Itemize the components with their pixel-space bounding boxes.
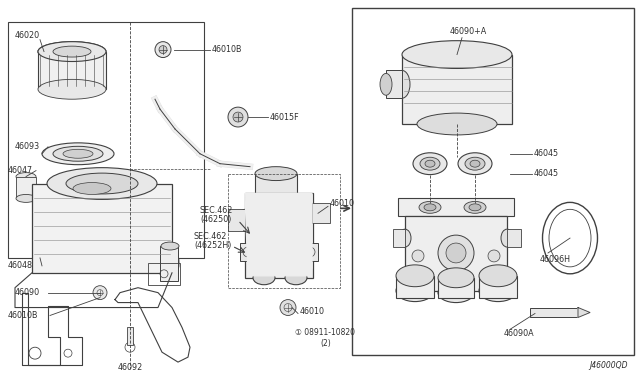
- Text: 46048: 46048: [8, 262, 33, 270]
- Text: ① 08911-10820: ① 08911-10820: [295, 328, 355, 337]
- Text: (2): (2): [320, 339, 331, 348]
- Bar: [8, 22, 204, 258]
- Circle shape: [412, 250, 424, 262]
- Text: 46010: 46010: [300, 307, 325, 316]
- Ellipse shape: [239, 209, 251, 231]
- Ellipse shape: [479, 280, 517, 302]
- Text: 46090A: 46090A: [504, 329, 534, 338]
- Ellipse shape: [438, 268, 474, 288]
- Ellipse shape: [38, 79, 106, 99]
- Ellipse shape: [285, 271, 307, 285]
- Ellipse shape: [458, 153, 492, 174]
- Ellipse shape: [396, 280, 434, 302]
- Polygon shape: [578, 308, 590, 317]
- Polygon shape: [245, 193, 312, 276]
- Circle shape: [93, 286, 107, 299]
- Ellipse shape: [413, 153, 447, 174]
- Bar: [127, 327, 133, 345]
- Ellipse shape: [464, 201, 486, 213]
- Ellipse shape: [469, 204, 481, 211]
- Text: 46010B: 46010B: [8, 311, 38, 320]
- Bar: [32, 183, 172, 273]
- Text: (46252H): (46252H): [194, 241, 232, 250]
- Circle shape: [280, 299, 296, 315]
- Ellipse shape: [380, 73, 392, 95]
- Ellipse shape: [470, 160, 480, 167]
- Bar: [352, 8, 634, 355]
- Ellipse shape: [16, 195, 36, 202]
- Ellipse shape: [16, 173, 36, 180]
- Bar: [255, 174, 297, 201]
- Text: 46010: 46010: [330, 199, 355, 208]
- Text: 46093: 46093: [15, 142, 40, 151]
- Circle shape: [228, 107, 248, 127]
- Ellipse shape: [396, 265, 434, 287]
- Ellipse shape: [161, 246, 179, 280]
- Bar: [479, 276, 517, 298]
- Text: 46090+A: 46090+A: [450, 27, 487, 36]
- Bar: [530, 308, 578, 317]
- Ellipse shape: [501, 229, 513, 247]
- Text: J46000QD: J46000QD: [589, 360, 628, 369]
- Text: 46096H: 46096H: [540, 256, 571, 264]
- Bar: [405, 216, 507, 291]
- Ellipse shape: [53, 146, 103, 161]
- Ellipse shape: [394, 70, 410, 98]
- Ellipse shape: [73, 183, 111, 195]
- Circle shape: [233, 112, 243, 122]
- Bar: [402, 55, 512, 124]
- Bar: [398, 198, 514, 216]
- Text: 46015F: 46015F: [270, 113, 300, 122]
- Bar: [312, 203, 330, 223]
- Bar: [16, 177, 36, 198]
- Bar: [438, 278, 474, 298]
- Ellipse shape: [399, 229, 411, 247]
- Ellipse shape: [419, 201, 441, 213]
- Text: SEC.462: SEC.462: [200, 206, 234, 215]
- Text: 46090: 46090: [15, 288, 40, 297]
- Ellipse shape: [66, 173, 138, 194]
- Text: 46010B: 46010B: [212, 45, 243, 54]
- Text: 46020: 46020: [15, 31, 40, 40]
- Ellipse shape: [38, 42, 106, 61]
- Ellipse shape: [53, 46, 91, 57]
- Circle shape: [438, 235, 474, 271]
- Circle shape: [155, 42, 171, 58]
- Ellipse shape: [424, 204, 436, 211]
- Ellipse shape: [161, 242, 179, 250]
- Text: 46047: 46047: [8, 166, 33, 175]
- Bar: [228, 209, 245, 231]
- Ellipse shape: [420, 157, 440, 170]
- Ellipse shape: [465, 157, 485, 170]
- Bar: [245, 193, 313, 278]
- Text: 46045: 46045: [534, 169, 559, 178]
- Bar: [396, 276, 434, 298]
- Ellipse shape: [38, 42, 106, 61]
- Text: 46092: 46092: [118, 363, 143, 372]
- Ellipse shape: [253, 271, 275, 285]
- Ellipse shape: [47, 168, 157, 199]
- Bar: [148, 263, 180, 285]
- Bar: [393, 229, 405, 247]
- Bar: [507, 229, 521, 247]
- Ellipse shape: [425, 160, 435, 167]
- Ellipse shape: [479, 265, 517, 287]
- Circle shape: [159, 46, 167, 54]
- Ellipse shape: [42, 143, 114, 165]
- Bar: [38, 52, 106, 89]
- Bar: [240, 243, 318, 261]
- Circle shape: [446, 243, 466, 263]
- Text: (46250): (46250): [200, 215, 232, 224]
- Ellipse shape: [417, 113, 497, 135]
- Text: SEC.462: SEC.462: [194, 232, 227, 241]
- Ellipse shape: [306, 203, 318, 223]
- Bar: [160, 246, 178, 281]
- Ellipse shape: [402, 41, 512, 68]
- Ellipse shape: [63, 149, 93, 158]
- Ellipse shape: [255, 167, 297, 180]
- Text: 46045: 46045: [534, 149, 559, 158]
- Circle shape: [488, 250, 500, 262]
- Bar: [386, 70, 402, 98]
- Ellipse shape: [438, 283, 474, 302]
